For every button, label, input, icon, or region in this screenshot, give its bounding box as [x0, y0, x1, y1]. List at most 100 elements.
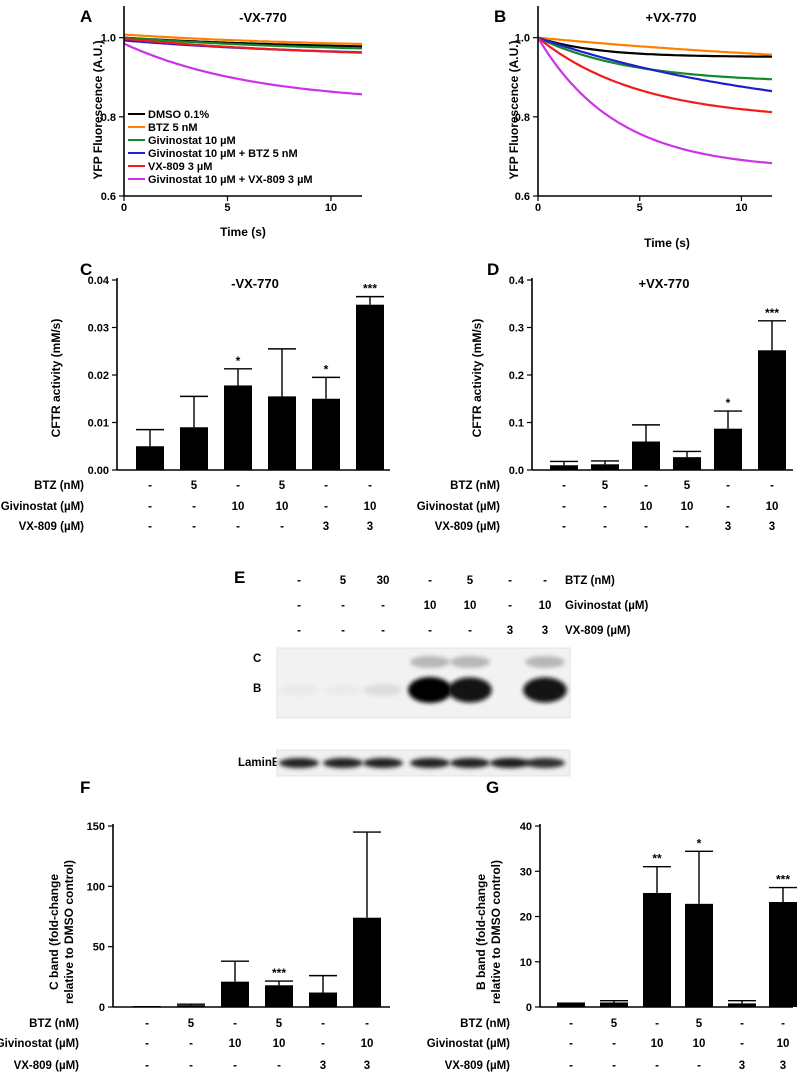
condition-value: 10	[273, 1038, 286, 1050]
blot-row-label: VX-809 (µM)	[565, 625, 631, 637]
condition-row-label: BTZ (nM)	[29, 1018, 79, 1030]
bar	[728, 1003, 756, 1007]
panel-a-series-line	[123, 36, 363, 50]
condition-row-label: VX-809 (µM)	[435, 521, 501, 533]
panel-g-chart: G B band (fold-change relative to DMSO c…	[427, 778, 797, 1072]
condition-value: -	[368, 480, 372, 492]
legend-entry: Givinostat 10 µM	[148, 135, 236, 147]
condition-value: 5	[191, 480, 198, 492]
blot-conditions: - 5 30 - 5 - - BTZ (nM) - - - 10 10 - 10 Givinostat (µM…	[297, 575, 648, 637]
condition-value: -	[192, 501, 196, 513]
panel-a-ylabel: YFP Fluorescence (A.U.)	[91, 40, 105, 179]
c-band	[450, 656, 490, 668]
condition-value: -	[770, 480, 774, 492]
y-tick-label: 0.6	[515, 191, 530, 203]
panel-c-ylabel: CFTR activity (mM/s)	[49, 319, 63, 438]
blot-condition-value: 10	[464, 600, 477, 612]
laminb1-band	[363, 758, 403, 768]
panel-a-title: -VX-770	[239, 10, 287, 25]
significance-label: ***	[272, 966, 286, 980]
significance-label: *	[726, 396, 731, 410]
condition-value: -	[192, 521, 196, 533]
b-band	[323, 684, 363, 696]
y-tick-label: 0.8	[515, 112, 530, 124]
x-tick-label: 10	[325, 202, 337, 214]
condition-value: -	[365, 1018, 369, 1030]
condition-value: 3	[780, 1060, 786, 1072]
y-tick-label: 0.00	[88, 465, 109, 477]
condition-value: -	[236, 480, 240, 492]
condition-row-label: Givinostat (µM)	[417, 501, 500, 513]
y-tick-label: 0.0	[509, 465, 524, 477]
blot-condition-value: -	[297, 600, 301, 612]
condition-value: -	[726, 480, 730, 492]
blot-condition-value: 3	[507, 625, 513, 637]
panel-label-g: G	[486, 778, 499, 797]
x-tick-label: 0	[121, 202, 127, 214]
panel-label-c: C	[80, 260, 92, 279]
bar	[758, 350, 786, 470]
b-band	[523, 677, 567, 703]
significance-label: *	[697, 836, 702, 850]
condition-value: -	[740, 1038, 744, 1050]
panel-b-ylabel: YFP Fluorescence (A.U.)	[507, 40, 521, 179]
condition-value: -	[189, 1060, 193, 1072]
panel-g-ylabel-line1: B band (fold-change	[474, 874, 488, 990]
legend-entry: VX-809 3 µM	[148, 161, 212, 173]
panel-c-conditions: BTZ (nM) - 5 - 5 - - Givinostat (µM) - - 10 10 - 10 VX…	[1, 480, 377, 533]
panel-d-conditions: BTZ (nM) - 5 - 5 - - Givinostat (µM) - - 10 10 - 10 VX…	[417, 480, 779, 533]
panel-label-d: D	[487, 260, 499, 279]
significance-label: *	[236, 354, 241, 368]
panel-a-xlabel: Time (s)	[220, 225, 266, 239]
condition-row-label: VX-809 (µM)	[19, 521, 85, 533]
condition-value: 3	[725, 521, 731, 533]
y-tick-label: 0.1	[509, 418, 524, 430]
condition-value: -	[145, 1018, 149, 1030]
panel-f-ylabel-line2: relative to DMSO control)	[62, 860, 76, 1004]
condition-value: -	[189, 1038, 193, 1050]
condition-value: -	[603, 501, 607, 513]
condition-value: 10	[361, 1038, 374, 1050]
x-tick-label: 10	[735, 202, 747, 214]
panel-label-f: F	[80, 778, 90, 797]
condition-row-label: VX-809 (µM)	[445, 1060, 511, 1072]
blot-condition-value: -	[381, 600, 385, 612]
y-tick-label: 30	[520, 866, 532, 878]
bar	[643, 892, 671, 1007]
condition-value: -	[569, 1060, 573, 1072]
significance-label: ***	[765, 306, 779, 320]
blot-condition-value: -	[341, 600, 345, 612]
bar	[600, 1002, 628, 1007]
significance-label: *	[324, 362, 329, 376]
b-band	[363, 683, 403, 697]
blot-condition-value: -	[428, 575, 432, 587]
b-band	[279, 684, 319, 696]
condition-row-label: Givinostat (µM)	[0, 1038, 79, 1050]
bar	[591, 464, 619, 470]
panel-c-title: -VX-770	[231, 276, 279, 291]
blot-condition-value: 5	[340, 575, 347, 587]
condition-value: -	[781, 1018, 785, 1030]
condition-value: -	[145, 1060, 149, 1072]
blot-condition-value: -	[381, 625, 385, 637]
panel-b-chart: B +VX-770 YFP Fluorescence (A.U.) Time (…	[494, 6, 773, 250]
condition-value: -	[324, 501, 328, 513]
condition-value: -	[740, 1018, 744, 1030]
legend-entry: Givinostat 10 µM + BTZ 5 nM	[148, 148, 298, 160]
y-tick-label: 0.03	[88, 323, 109, 335]
bar	[180, 427, 208, 470]
panel-b-series-line	[537, 36, 773, 114]
condition-value: -	[145, 1038, 149, 1050]
blot-condition-value: -	[468, 625, 472, 637]
b-band	[448, 677, 492, 703]
blot-condition-value: -	[297, 575, 301, 587]
blot-condition-value: -	[543, 575, 547, 587]
laminb1-band	[490, 758, 530, 768]
panel-e-blot: E - 5 30 - 5 - - BTZ (nM) - - - 10 10 - 10 Givinostat (…	[234, 568, 648, 777]
b-band	[408, 677, 452, 703]
y-tick-label: 0.4	[509, 275, 525, 287]
condition-row-label: VX-809 (µM)	[14, 1060, 80, 1072]
bar	[265, 985, 293, 1007]
bar	[221, 981, 249, 1007]
